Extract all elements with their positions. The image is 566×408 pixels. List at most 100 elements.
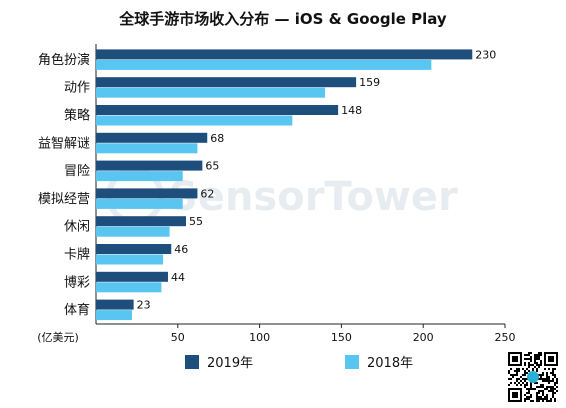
qr-finder-center [512, 392, 518, 398]
qr-module [538, 378, 540, 380]
qr-module [508, 378, 510, 380]
qr-module [536, 362, 538, 364]
category-label: 角色扮演 [38, 52, 90, 68]
qr-module [554, 384, 556, 386]
qr-module [538, 364, 540, 366]
bar-2019 [96, 216, 186, 227]
x-tick-label: 100 [249, 331, 270, 344]
qr-module [536, 370, 538, 372]
qr-module [552, 370, 554, 372]
bar-2018 [96, 254, 164, 265]
data-label: 159 [359, 76, 380, 89]
qr-module [528, 390, 530, 392]
bar-2018 [96, 226, 170, 237]
qr-module [542, 394, 544, 396]
qr-module [532, 368, 534, 370]
qr-module [520, 376, 522, 378]
qr-module [542, 390, 544, 392]
qr-module [538, 392, 540, 394]
qr-module [538, 398, 540, 400]
qr-module [538, 358, 540, 360]
qr-module [526, 354, 528, 356]
qr-module [530, 396, 532, 398]
bar-2018 [96, 59, 432, 70]
qr-module [546, 372, 548, 374]
qr-module [510, 378, 512, 380]
qr-module [556, 386, 558, 388]
legend-item: 2018年 [345, 352, 413, 371]
qr-module [542, 374, 544, 376]
qr-module [524, 354, 526, 356]
qr-module [524, 394, 526, 396]
qr-module [508, 370, 510, 372]
qr-module [528, 362, 530, 364]
x-tick-label: 150 [331, 331, 352, 344]
qr-module [536, 356, 538, 358]
qr-module [544, 396, 546, 398]
qr-module [524, 378, 526, 380]
qr-module [538, 352, 540, 354]
qr-module [542, 398, 544, 400]
bar-2018 [96, 143, 198, 154]
qr-module [516, 370, 518, 372]
qr-module [554, 382, 556, 384]
qr-module [556, 380, 558, 382]
qr-module [546, 380, 548, 382]
qr-module [548, 382, 550, 384]
qr-module [550, 388, 552, 390]
category-label: 益智解谜 [38, 136, 90, 151]
qr-module [548, 386, 550, 388]
qr-module [526, 372, 528, 374]
data-label: 230 [475, 48, 496, 61]
qr-module [556, 390, 558, 392]
bar-2018 [96, 87, 326, 98]
qr-module [548, 376, 550, 378]
qr-module [530, 352, 532, 354]
qr-module [542, 378, 544, 380]
qr-module [542, 384, 544, 386]
qr-module [548, 390, 550, 392]
qr-module [528, 370, 530, 372]
bar-2019 [96, 244, 172, 254]
bar-2018 [96, 115, 293, 126]
category-label: 冒险 [64, 164, 90, 179]
qr-module [520, 384, 522, 386]
qr-module [540, 360, 542, 362]
qr-module [522, 378, 524, 380]
qr-module [554, 392, 556, 394]
qr-module [544, 380, 546, 382]
qr-module [524, 374, 526, 376]
qr-module [524, 370, 526, 372]
qr-module [536, 368, 538, 370]
qr-module [524, 398, 526, 400]
qr-module [540, 376, 542, 378]
qr-module [520, 380, 522, 382]
qr-module [536, 358, 538, 360]
qr-module [522, 374, 524, 376]
bar-2019 [96, 299, 134, 310]
qr-module [552, 378, 554, 380]
qr-module [536, 400, 538, 402]
legend-label: 2019年 [207, 356, 254, 371]
qr-module [538, 354, 540, 356]
qr-module [550, 386, 552, 388]
qr-module [526, 378, 528, 380]
qr-module [528, 388, 530, 390]
qr-module [552, 372, 554, 374]
qr-module [550, 398, 552, 400]
legend-item: 2019年 [185, 352, 253, 371]
qr-module [534, 354, 536, 356]
qr-module [528, 352, 530, 354]
qr-module [530, 382, 532, 384]
qr-module [524, 384, 526, 386]
qr-module [526, 358, 528, 360]
qr-module [552, 368, 554, 370]
qr-module [538, 390, 540, 392]
category-label: 体育 [64, 302, 90, 318]
qr-module [538, 366, 540, 368]
qr-module [530, 356, 532, 358]
qr-module [534, 366, 536, 368]
qr-module [542, 400, 544, 402]
qr-module [550, 380, 552, 382]
qr-module [542, 372, 544, 374]
